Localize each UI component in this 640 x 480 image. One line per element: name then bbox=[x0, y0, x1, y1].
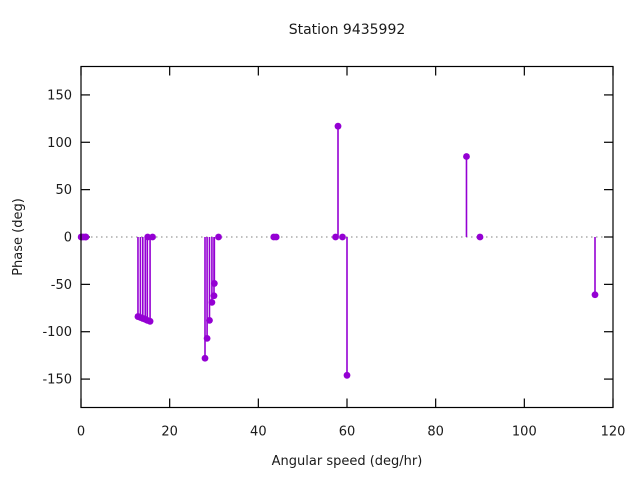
data-point bbox=[146, 317, 154, 325]
x-tick-label: 100 bbox=[512, 425, 537, 440]
data-point bbox=[343, 371, 351, 379]
y-tick-label: 150 bbox=[47, 88, 72, 103]
x-axis-label: Angular speed (deg/hr) bbox=[272, 454, 423, 469]
data-point bbox=[272, 233, 280, 241]
y-axis-label: Phase (deg) bbox=[11, 198, 26, 276]
x-tick-label: 20 bbox=[161, 425, 178, 440]
y-tick-label: 100 bbox=[47, 136, 72, 151]
y-tick-label: 50 bbox=[55, 183, 72, 198]
data-point bbox=[149, 233, 156, 241]
data-point bbox=[82, 233, 90, 241]
data-point bbox=[210, 292, 218, 300]
data-point bbox=[210, 280, 218, 287]
tick-group: 0 20 40 60 80 100 120 -150 -100 -50 0 50 100 150 bbox=[42, 66, 626, 440]
y-tick-label: -100 bbox=[42, 325, 72, 340]
data-point bbox=[203, 334, 211, 342]
chart-title: Station 9435992 bbox=[289, 22, 406, 38]
x-tick-label: 120 bbox=[601, 425, 626, 440]
data-point bbox=[208, 298, 216, 306]
data-point bbox=[463, 153, 470, 160]
series-group bbox=[77, 122, 599, 379]
x-tick-label: 40 bbox=[250, 425, 267, 440]
data-point bbox=[476, 233, 484, 241]
data-point bbox=[206, 316, 213, 324]
data-point bbox=[591, 291, 599, 299]
data-point bbox=[334, 122, 342, 130]
y-tick-label: -150 bbox=[42, 373, 72, 388]
data-point bbox=[215, 233, 222, 241]
y-tick-label: -50 bbox=[51, 278, 72, 293]
data-point bbox=[201, 354, 209, 362]
x-tick-label: 60 bbox=[339, 425, 356, 440]
x-tick-label: 0 bbox=[77, 425, 85, 440]
data-point bbox=[339, 233, 346, 241]
y-tick-label: 0 bbox=[64, 231, 72, 246]
x-tick-label: 80 bbox=[427, 425, 444, 440]
plot-border bbox=[80, 65, 614, 409]
